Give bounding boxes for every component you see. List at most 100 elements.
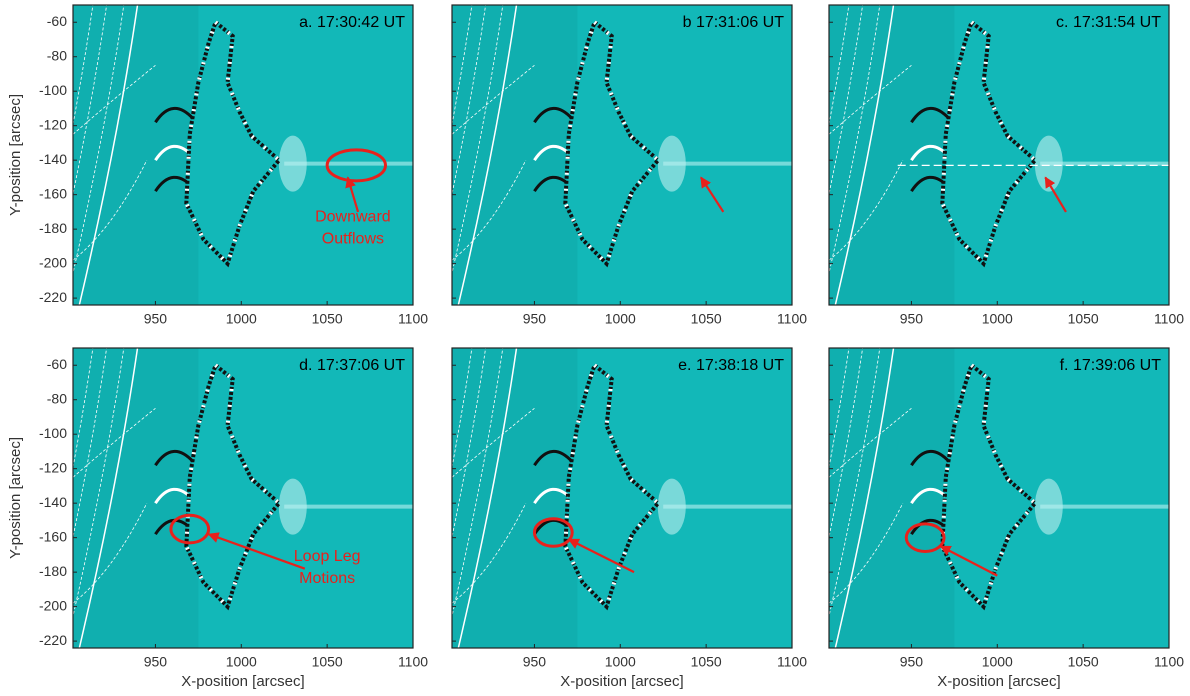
limb-line <box>834 348 895 648</box>
x-axis-label: X-position [arcsec] <box>181 673 304 690</box>
grid-dash <box>452 408 535 478</box>
grid-dash <box>73 5 108 196</box>
y-tick-label: -200 <box>39 597 67 613</box>
y-tick-label: -160 <box>39 185 67 201</box>
loop-outline-white <box>184 361 282 611</box>
panel-title: c. 17:31:54 UT <box>1056 14 1161 31</box>
grid-dash <box>452 5 473 127</box>
limb-line <box>78 5 139 305</box>
panel-title: e. 17:38:18 UT <box>678 357 784 374</box>
current-sheet <box>1040 161 1169 166</box>
grid-dash <box>73 65 156 135</box>
panel-title: a. 17:30:42 UT <box>299 14 405 31</box>
x-tick-label: 1050 <box>691 311 722 327</box>
x-tick-label: 950 <box>900 654 924 670</box>
annotation: Outflows <box>322 230 384 247</box>
arrow <box>1044 176 1067 213</box>
y-tick-label: -120 <box>39 116 67 132</box>
limb-texture <box>829 5 955 305</box>
limb-texture <box>73 348 199 648</box>
limb-texture <box>452 5 578 305</box>
current-sheet <box>663 161 792 166</box>
x-tick-label: 1050 <box>1068 311 1099 327</box>
x-tick-label: 1000 <box>226 311 257 327</box>
y-tick-label: -100 <box>39 82 67 98</box>
x-tick-label: 1050 <box>691 654 722 670</box>
annotation: Loop Leg <box>294 548 361 565</box>
y-tick-label: -100 <box>39 425 67 441</box>
panel-image <box>73 5 413 305</box>
panel-image <box>452 5 792 305</box>
grid-dash <box>452 65 535 135</box>
grid-dash <box>829 348 881 618</box>
x-tick-label: 950 <box>523 311 547 327</box>
current-sheet <box>284 161 413 166</box>
grid-dash <box>829 502 904 604</box>
grid-dash <box>73 408 156 478</box>
panel-image <box>73 348 413 648</box>
x-tick-label: 1000 <box>226 654 257 670</box>
grid-dash <box>829 5 864 196</box>
annotation: Downward <box>315 208 391 225</box>
x-tick-label: 1000 <box>982 654 1013 670</box>
loop-arc <box>910 449 951 467</box>
limb-line <box>834 5 895 305</box>
grid-dash <box>829 159 904 261</box>
grid-dash <box>829 5 881 275</box>
grid-dash <box>73 348 125 618</box>
y-tick-label: -180 <box>39 220 67 236</box>
y-tick-label: -220 <box>39 289 67 305</box>
grid-dash <box>73 5 125 275</box>
annotation: Motions <box>299 570 355 587</box>
x-tick-label: 950 <box>144 311 168 327</box>
loop-outline-white <box>940 361 1038 611</box>
y-axis-label: Y-position [arcsec] <box>7 437 24 559</box>
y-axis-label: Y-position [arcsec] <box>7 94 24 216</box>
x-tick-label: 1000 <box>605 654 636 670</box>
grid-dash <box>829 5 850 127</box>
loop-arc <box>533 449 574 467</box>
x-tick-label: 1100 <box>398 311 428 327</box>
y-tick-label: -140 <box>39 151 67 167</box>
grid-dash <box>452 348 504 618</box>
x-tick-label: 950 <box>900 311 924 327</box>
highlight-ellipse <box>904 522 946 553</box>
panel-title: b 17:31:06 UT <box>683 14 785 31</box>
grid-dash <box>73 348 94 470</box>
limb-texture <box>829 348 955 648</box>
loop-outline-white <box>184 18 282 268</box>
y-tick-label: -140 <box>39 494 67 510</box>
grid-dash <box>73 502 148 604</box>
x-axis-label: X-position [arcsec] <box>560 673 683 690</box>
arrow <box>567 538 635 574</box>
x-tick-label: 1100 <box>398 654 428 670</box>
grid-dash <box>452 5 504 275</box>
current-sheet <box>1040 504 1169 509</box>
highlight-ellipse <box>169 513 211 545</box>
axes-frame <box>451 347 793 649</box>
loop-arc <box>154 449 195 467</box>
limb-texture <box>452 348 578 648</box>
loop-outline-white <box>563 18 661 268</box>
x-tick-label: 950 <box>523 654 547 670</box>
x-tick-label: 1050 <box>312 311 343 327</box>
axes-frame <box>828 347 1170 649</box>
loop-arc <box>533 106 574 124</box>
x-tick-label: 1050 <box>312 654 343 670</box>
axes-frame <box>828 4 1170 306</box>
y-tick-label: -220 <box>39 632 67 648</box>
limb-line <box>457 5 518 305</box>
panel-image <box>829 5 1169 305</box>
x-tick-label: 1000 <box>982 311 1013 327</box>
highlight-ellipse <box>532 517 574 548</box>
limb-line <box>457 348 518 648</box>
y-tick-label: -120 <box>39 459 67 475</box>
axes-frame <box>72 4 414 306</box>
x-tick-label: 950 <box>144 654 168 670</box>
y-tick-label: -80 <box>47 390 67 406</box>
grid-dash <box>73 5 94 127</box>
grid-dash <box>73 348 108 539</box>
arrow <box>345 176 360 213</box>
panel-image <box>452 348 792 648</box>
loop-arc <box>154 106 195 124</box>
